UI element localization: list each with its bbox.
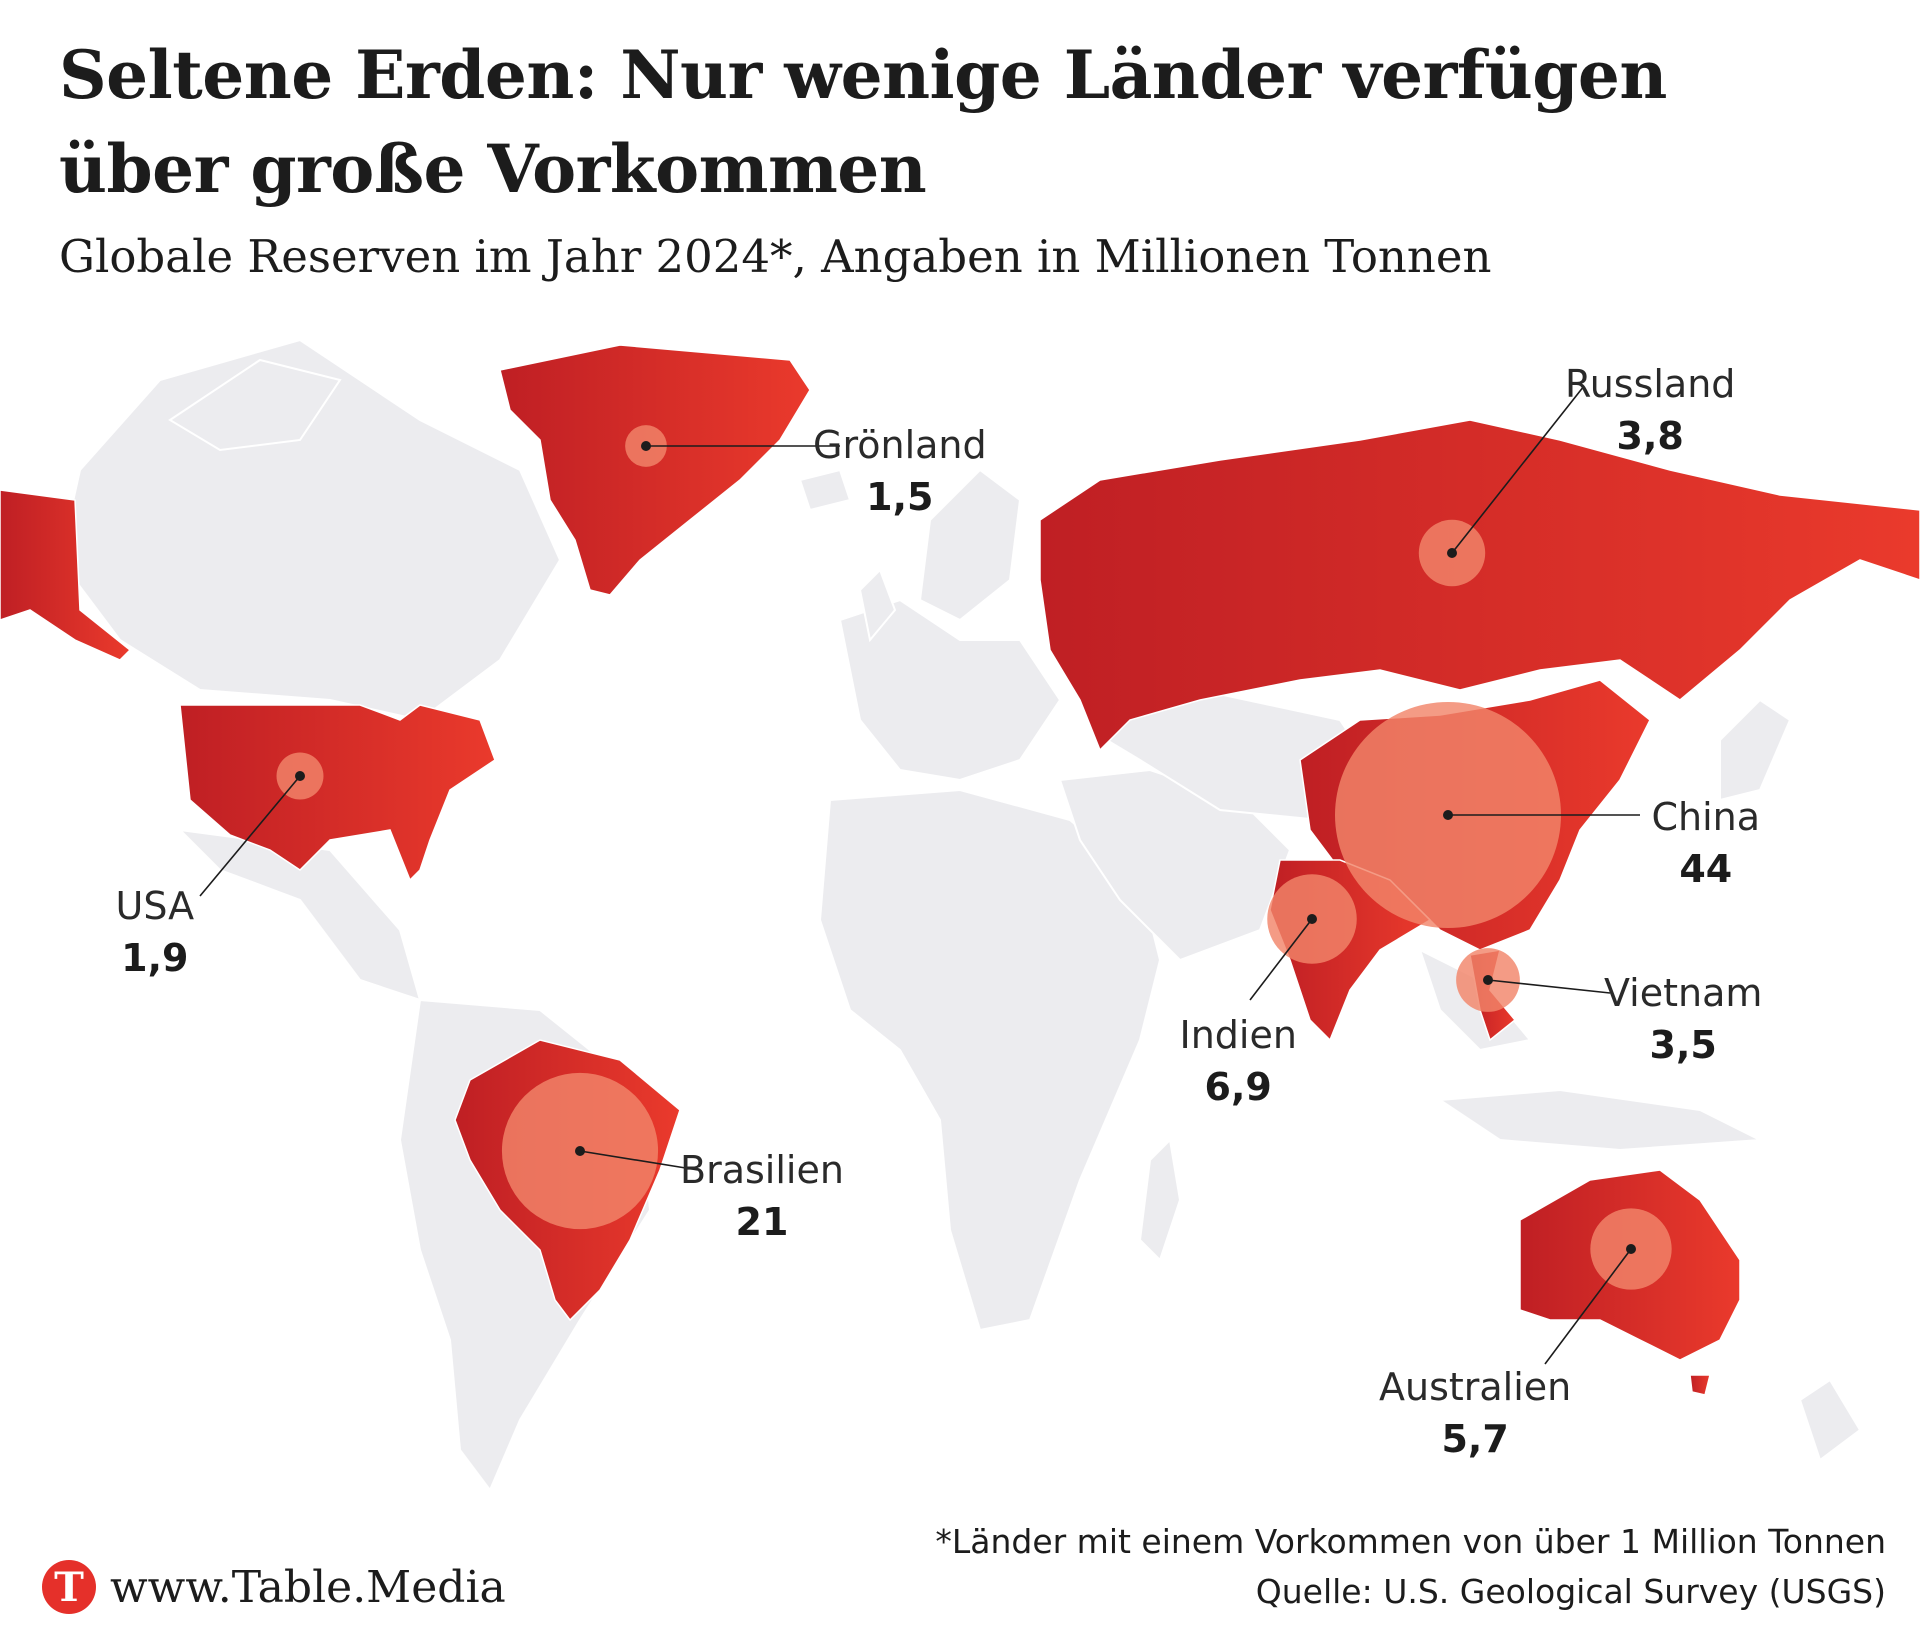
label-australien: Australien 5,7: [1379, 1361, 1571, 1465]
country-value: 5,7: [1441, 1417, 1509, 1461]
land-madagascar: [1138, 1137, 1182, 1262]
land-new-zealand: [1798, 1378, 1862, 1462]
country-value: 21: [735, 1200, 789, 1244]
land-europe: [838, 598, 1062, 782]
land-uk: [858, 568, 897, 643]
anchor-dot-china: [1443, 810, 1453, 820]
footnote-source: Quelle: U.S. Geological Survey (USGS): [1255, 1572, 1886, 1611]
country-value: 44: [1679, 847, 1733, 891]
label-vietnam: Vietnam 3,5: [1604, 967, 1762, 1071]
table-media-logo-icon: T: [42, 1560, 96, 1614]
shape-alaska: [0, 489, 132, 661]
land-japan: [1719, 698, 1792, 802]
country-value: 3,5: [1649, 1023, 1717, 1067]
leader-line-brasilien: [579, 1150, 699, 1171]
brand: T www.Table.Media: [42, 1560, 506, 1614]
label-russland: Russland 3,8: [1565, 358, 1735, 462]
chart-title: Seltene Erden: Nur wenige Länder verfüge…: [59, 36, 1667, 208]
country-value: 6,9: [1204, 1065, 1272, 1109]
chart-subtitle: Globale Reserven im Jahr 2024*, Angaben …: [59, 230, 1492, 283]
shape-greenland: [499, 344, 811, 596]
country-name: Brasilien: [680, 1148, 844, 1192]
country-name: China: [1651, 795, 1761, 839]
country-name: Australien: [1379, 1365, 1572, 1409]
label-indien: Indien 6,9: [1180, 1009, 1297, 1113]
country-value: 1,5: [866, 475, 934, 519]
label-usa: USA 1,9: [116, 880, 195, 984]
anchor-dot-vietnam: [1483, 975, 1493, 985]
country-value: 3,8: [1616, 414, 1684, 458]
reserve-bubbles: [199, 385, 1672, 1365]
country-value: 1,9: [121, 936, 189, 980]
leader-line-vietnam: [1487, 979, 1611, 994]
leader-line-indien: [1249, 918, 1313, 1001]
leader-line-russland: [1451, 385, 1585, 554]
land-iceland: [798, 468, 852, 512]
brand-url[interactable]: www.Table.Media: [110, 1561, 506, 1613]
anchor-dot-gronland: [641, 441, 651, 451]
label-brasilien: Brasilien 21: [680, 1144, 844, 1248]
shape-tasmania: [1689, 1374, 1711, 1396]
country-name: Vietnam: [1604, 971, 1763, 1015]
country-name: Indien: [1179, 1013, 1297, 1057]
land-canada: [58, 338, 562, 722]
land-arctic-islands: [168, 358, 342, 452]
leader-line-australien: [1544, 1248, 1632, 1365]
label-gronland: Grönland 1,5: [813, 419, 987, 523]
shape-russia: [1039, 419, 1920, 752]
label-china: China 44: [1652, 791, 1761, 895]
country-name: Russland: [1565, 362, 1736, 406]
footnote-note: *Länder mit einem Vorkommen von über 1 M…: [935, 1522, 1886, 1561]
country-name: USA: [115, 884, 195, 928]
anchor-dot-brasilien: [575, 1146, 585, 1156]
land-scandinavia: [918, 468, 1022, 622]
anchor-dot-usa: [295, 771, 305, 781]
land-mexico: [177, 828, 422, 1002]
shape-usa: [179, 704, 496, 882]
anchor-dot-australien: [1626, 1244, 1636, 1254]
footnote: *Länder mit einem Vorkommen von über 1 M…: [935, 1517, 1886, 1617]
land-indonesia: [1437, 1088, 1764, 1152]
anchor-dot-indien: [1307, 914, 1317, 924]
country-name: Grönland: [813, 423, 987, 467]
anchor-dot-russland: [1447, 548, 1457, 558]
leader-line-usa: [199, 775, 301, 897]
